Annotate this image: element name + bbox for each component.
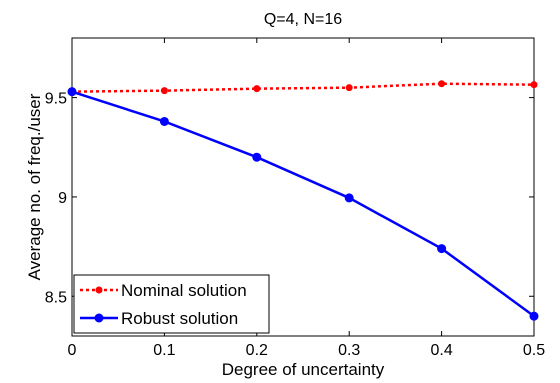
series-1-point [437, 244, 447, 254]
series-0-point [345, 84, 353, 92]
y-tick-label: 9 [58, 190, 67, 207]
legend-nominal-marker [95, 286, 103, 294]
series-0-point [160, 87, 168, 95]
y-axis-label: Average no. of freq./user [25, 93, 44, 280]
series-0-point [253, 85, 261, 93]
x-tick-label: 0.4 [430, 342, 452, 359]
y-tick-label: 8.5 [45, 289, 67, 306]
chart-title: Q=4, N=16 [264, 11, 342, 28]
x-tick-label: 0.5 [523, 342, 545, 359]
series-1-point [159, 116, 169, 126]
series-0-point [438, 80, 446, 88]
series-line-1 [71, 90, 535, 318]
legend-robust-marker [94, 313, 104, 323]
legend-box [73, 274, 270, 334]
legend-robust-label: Robust solution [121, 309, 238, 328]
series-1-point [344, 193, 354, 203]
x-tick-label: 0.1 [153, 342, 175, 359]
y-tick-label: 9.5 [45, 91, 67, 108]
x-tick-label: 0.3 [338, 342, 360, 359]
series-1-point [529, 311, 539, 321]
series-line-0 [71, 82, 535, 93]
legend: Nominal solution Robust solution [73, 274, 270, 334]
series-0-point [530, 81, 538, 89]
x-tick-label: 0 [68, 342, 77, 359]
series-1-point [252, 152, 262, 162]
series-1-point [67, 87, 77, 97]
legend-nominal-label: Nominal solution [121, 281, 247, 300]
x-tick-label: 0.2 [246, 342, 268, 359]
x-axis-label: Degree of uncertainty [222, 360, 385, 379]
